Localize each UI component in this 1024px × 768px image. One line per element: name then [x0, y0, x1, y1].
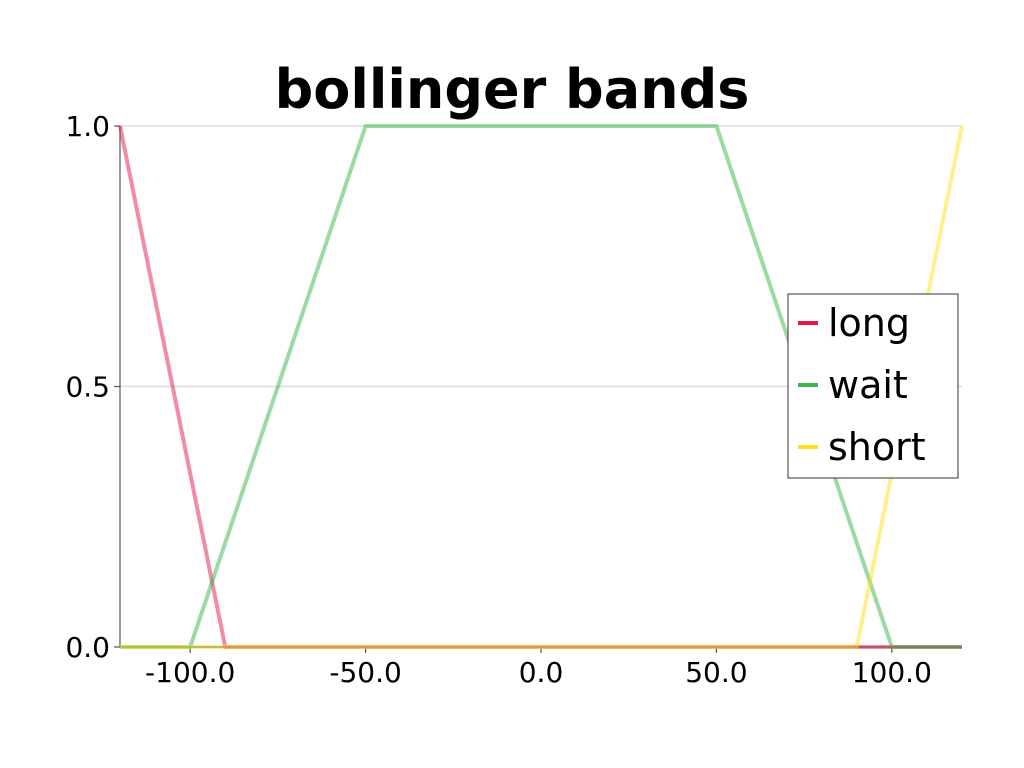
x-tick-label: -50.0	[329, 656, 401, 689]
x-tick-label: 0.0	[519, 656, 564, 689]
legend-label-long: long	[828, 301, 910, 345]
y-tick-label: 0.0	[65, 631, 110, 664]
x-tick-label: 100.0	[852, 656, 932, 689]
legend-label-short: short	[828, 425, 926, 469]
x-tick-label: -100.0	[145, 656, 235, 689]
y-tick-label: 0.5	[65, 371, 110, 404]
legend: long wait short	[787, 293, 959, 479]
x-tick-label: 50.0	[685, 656, 747, 689]
y-tick-label: 1.0	[65, 110, 110, 143]
legend-label-wait: wait	[828, 363, 908, 407]
chart-title: bollinger bands	[275, 58, 750, 121]
